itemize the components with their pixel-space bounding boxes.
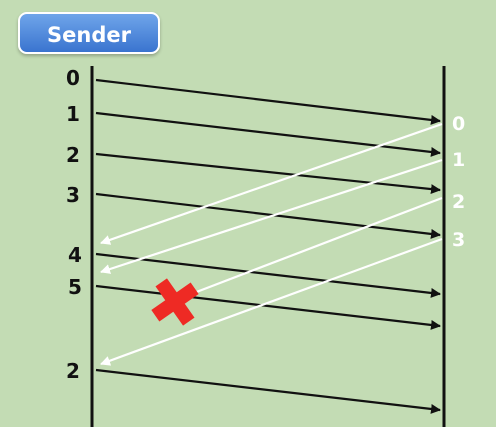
receiver-label-1: 1 — [452, 149, 465, 171]
sender-label-1: 1 — [66, 102, 80, 126]
ack-arrow-3 — [101, 239, 442, 364]
data-arrow-5 — [96, 286, 440, 326]
data-arrow-0 — [96, 80, 440, 121]
data-arrow-4 — [96, 254, 440, 294]
data-arrow-retransmit — [96, 370, 440, 410]
receiver-label-2: 2 — [452, 191, 465, 213]
ack-arrow-1 — [101, 160, 442, 272]
sender-label-4: 4 — [68, 243, 82, 267]
sender-label-2: 2 — [66, 143, 80, 167]
ack-arrow-2 — [186, 198, 442, 296]
data-arrow-3 — [96, 194, 440, 235]
sender-label-3: 3 — [66, 183, 80, 207]
receiver-label-0: 0 — [452, 113, 465, 135]
ack-arrow-0 — [101, 124, 442, 243]
sender-label-0: 0 — [66, 66, 80, 90]
receiver-label-3: 3 — [452, 229, 465, 251]
sender-label-5: 5 — [68, 275, 82, 299]
sender-label-retransmit: 2 — [66, 359, 80, 383]
red-x-icon — [142, 269, 209, 336]
data-arrow-1 — [96, 113, 440, 153]
